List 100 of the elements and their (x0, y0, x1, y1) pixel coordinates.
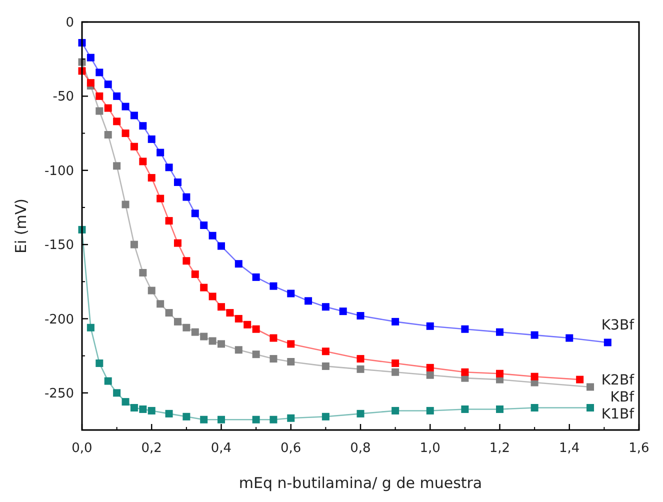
point (270, 416, 278, 424)
point (86, 54, 94, 62)
point (182, 193, 190, 201)
point (252, 350, 260, 358)
point (226, 309, 234, 317)
point (530, 372, 538, 380)
point (392, 406, 400, 414)
point (576, 376, 584, 384)
point (200, 332, 208, 340)
x-tick-label: 1,2 (489, 441, 510, 456)
x-tick-label: 1,0 (420, 441, 440, 456)
point (322, 348, 330, 356)
point (244, 320, 252, 328)
point (191, 270, 199, 278)
point (96, 68, 104, 76)
point (156, 148, 164, 156)
point (287, 358, 295, 366)
point (156, 300, 164, 308)
point (130, 112, 138, 120)
point (191, 328, 199, 336)
point (392, 368, 400, 376)
series-label: K3Bf (601, 317, 636, 334)
point (356, 355, 364, 363)
point (122, 102, 130, 110)
point (339, 308, 347, 316)
point (234, 260, 242, 268)
point (218, 303, 225, 311)
point (165, 309, 173, 317)
point (270, 355, 278, 363)
point (287, 290, 295, 298)
point (182, 412, 190, 420)
point (218, 416, 225, 424)
point (96, 107, 104, 115)
point (122, 130, 130, 138)
point (392, 318, 400, 326)
series-label: KBf (610, 389, 636, 406)
point (287, 414, 295, 422)
point (530, 404, 538, 412)
point (218, 340, 225, 348)
x-tick-label: 0,4 (210, 441, 232, 456)
point (208, 337, 216, 345)
y-tick-label: 0 (66, 16, 74, 31)
point (496, 370, 504, 378)
point (139, 405, 147, 413)
point (208, 232, 216, 240)
point (156, 194, 164, 202)
point (304, 297, 312, 305)
point (426, 371, 434, 379)
point (234, 314, 242, 322)
point (104, 131, 112, 139)
point (165, 410, 173, 418)
y-axis-title: Ei (mV) (12, 198, 30, 254)
point (252, 325, 260, 333)
y-tick-label: -50 (52, 90, 74, 105)
point (104, 104, 112, 112)
series-label: K1Bf (601, 406, 636, 422)
x-tick-label: 0,0 (72, 441, 92, 456)
point (130, 142, 138, 150)
point (461, 405, 469, 413)
point (426, 406, 434, 414)
point (252, 273, 260, 281)
point (566, 334, 574, 342)
point (604, 338, 612, 346)
x-tick-label: 0,6 (280, 441, 302, 456)
point (200, 222, 208, 230)
point (122, 200, 130, 208)
point (130, 240, 138, 248)
point (234, 346, 242, 354)
point (270, 282, 278, 290)
x-axis-title: mEq n-butilamina/ g de muestra (238, 474, 482, 492)
point (270, 334, 278, 342)
point (130, 404, 138, 412)
point (392, 359, 400, 367)
point (496, 328, 504, 336)
point (356, 410, 364, 418)
point (287, 340, 295, 348)
y-tick-label: -150 (44, 238, 74, 254)
point (530, 331, 538, 339)
y-tick-label: -250 (44, 386, 74, 402)
point (113, 92, 121, 100)
point (148, 286, 156, 294)
point (86, 324, 94, 332)
point (113, 162, 121, 170)
point (426, 364, 434, 372)
point (104, 80, 112, 88)
y-tick-label: -100 (44, 164, 74, 179)
point (356, 312, 364, 320)
point (322, 303, 330, 311)
point (113, 118, 121, 126)
point (586, 404, 594, 412)
point (122, 398, 130, 406)
x-tick-label: 0,8 (350, 441, 371, 456)
point (426, 322, 434, 330)
point (200, 284, 208, 292)
series-label: K2Bf (601, 372, 636, 388)
point (218, 242, 225, 250)
point (139, 268, 147, 276)
point (174, 318, 182, 326)
x-tick-label: 0,2 (141, 441, 162, 456)
point (165, 164, 173, 172)
